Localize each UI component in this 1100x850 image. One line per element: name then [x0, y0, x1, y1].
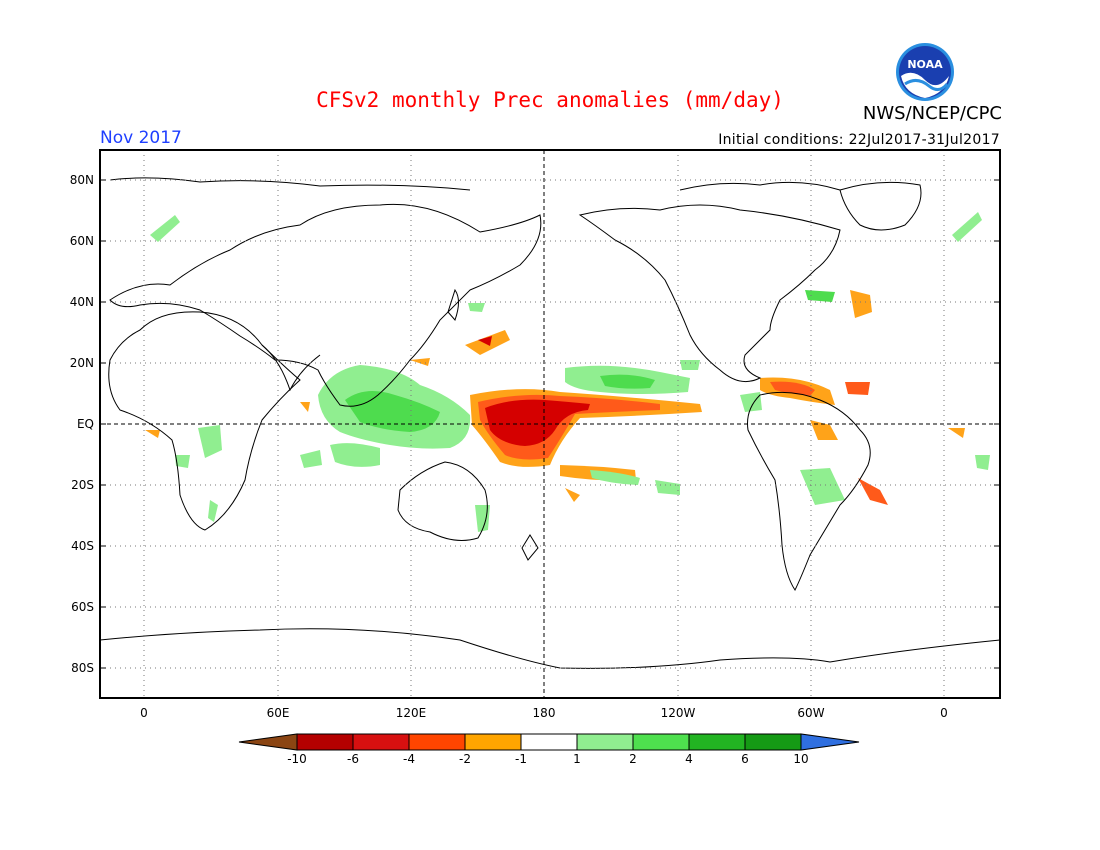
japan-coastline: [447, 288, 459, 321]
colorbar-box: [296, 733, 354, 751]
anomaly-wet-medium: [600, 374, 655, 389]
colorbar-box: [352, 733, 410, 751]
colorbar-box: [576, 733, 634, 751]
north-america-coastline: [578, 204, 841, 383]
lon-label: 180: [533, 706, 556, 720]
lat-label: 20S: [71, 478, 94, 492]
anomaly-wet-light: [975, 455, 990, 470]
anomaly-dry-strong: [478, 336, 492, 346]
colorbar-box: [632, 733, 690, 751]
colorbar-box: [408, 733, 466, 751]
antarctica-coastline: [100, 628, 1000, 669]
lat-ticks: [100, 179, 1000, 669]
anomaly-dry-light: [810, 420, 838, 440]
coastlines: [100, 177, 1000, 669]
colorbar-box: [520, 733, 578, 751]
colorbar-box: [744, 733, 802, 751]
colorbar-label: 2: [629, 752, 637, 766]
lon-label: 120W: [661, 706, 696, 720]
lon-label: 0: [140, 706, 148, 720]
lat-label: 80S: [71, 661, 94, 675]
colorbar-box: [688, 733, 746, 751]
colorbar-label: -6: [347, 752, 359, 766]
lon-label: 0: [940, 706, 948, 720]
anomaly-wet-light: [655, 480, 680, 495]
initial-conditions: Initial conditions: 22Jul2017-31Jul2017: [718, 132, 1000, 148]
colorbar-label: -2: [459, 752, 471, 766]
anomaly-shading: [145, 212, 990, 532]
anomaly-wet-light: [952, 212, 982, 242]
new-zealand-coastline: [521, 534, 539, 561]
anomaly-dry-light: [410, 358, 430, 366]
colorbar-arrow-left: [238, 733, 298, 751]
anomaly-dry-strong: [485, 399, 590, 446]
svg-text:NOAA: NOAA: [907, 58, 943, 71]
colorbar-label: -10: [287, 752, 307, 766]
lon-label: 120E: [396, 706, 427, 720]
lat-label: 40N: [70, 295, 94, 309]
lat-labels: 80N 60N 40N 20N EQ 20S 40S 60S 80S: [70, 173, 94, 675]
lat-label: 60N: [70, 234, 94, 248]
anomaly-wet-light: [680, 360, 700, 370]
australia-coastline: [397, 461, 488, 541]
arctic-coastline: [679, 181, 841, 191]
lon-label: 60W: [797, 706, 824, 720]
anomaly-wet-light: [208, 500, 218, 522]
agency-label: NWS/NCEP/CPC: [862, 103, 1002, 124]
greenland-coastline: [839, 181, 922, 231]
lon-labels: 0 60E 120E 180 120W 60W 0: [140, 706, 948, 720]
lat-label: 20N: [70, 356, 94, 370]
arctic-coastline: [109, 177, 471, 191]
africa-coastline: [108, 311, 301, 531]
lat-label: 40S: [71, 539, 94, 553]
gridlines: [100, 150, 1000, 698]
anomaly-dry-medium: [770, 381, 815, 396]
anomaly-dry-light: [565, 488, 580, 502]
noaa-logo-icon: NOAA: [896, 43, 954, 101]
south-america-coastline: [747, 391, 871, 591]
anomaly-wet-light: [468, 303, 485, 312]
colorbar-label: 6: [741, 752, 749, 766]
map-title: CFSv2 monthly Prec anomalies (mm/day): [316, 88, 784, 112]
india-coastline: [261, 344, 321, 392]
anomaly-wet-light: [198, 425, 222, 458]
anomaly-dry-light: [948, 428, 965, 438]
colorbar-label: 4: [685, 752, 693, 766]
eurasia-coastline: [109, 203, 542, 407]
anomaly-wet-light: [475, 505, 490, 532]
anomaly-wet-medium: [805, 290, 835, 302]
anomaly-wet-light: [300, 450, 322, 468]
colorbar-box: [464, 733, 522, 751]
forecast-month: Nov 2017: [100, 128, 182, 148]
anomaly-dry-medium: [845, 382, 870, 395]
anomaly-dry-light: [300, 402, 310, 412]
anomaly-wet-light: [330, 443, 380, 467]
lat-label: EQ: [77, 417, 94, 431]
anomaly-dry-light: [145, 430, 160, 438]
lat-label: 80N: [70, 173, 94, 187]
anomaly-dry-light: [850, 290, 872, 318]
colorbar-label: 1: [573, 752, 581, 766]
anomaly-wet-light: [590, 470, 640, 485]
lat-label: 60S: [71, 600, 94, 614]
anomaly-wet-light: [150, 215, 180, 242]
colorbar-label: -4: [403, 752, 415, 766]
colorbar-label: -1: [515, 752, 527, 766]
colorbar-arrow-right: [800, 733, 860, 751]
anomaly-wet-light: [740, 392, 762, 412]
lon-label: 60E: [267, 706, 290, 720]
anomaly-wet-light: [175, 455, 190, 468]
colorbar-label: 10: [793, 752, 808, 766]
colorbar: -10 -6 -4 -2 -1 1 2 4 6 10: [238, 733, 860, 766]
